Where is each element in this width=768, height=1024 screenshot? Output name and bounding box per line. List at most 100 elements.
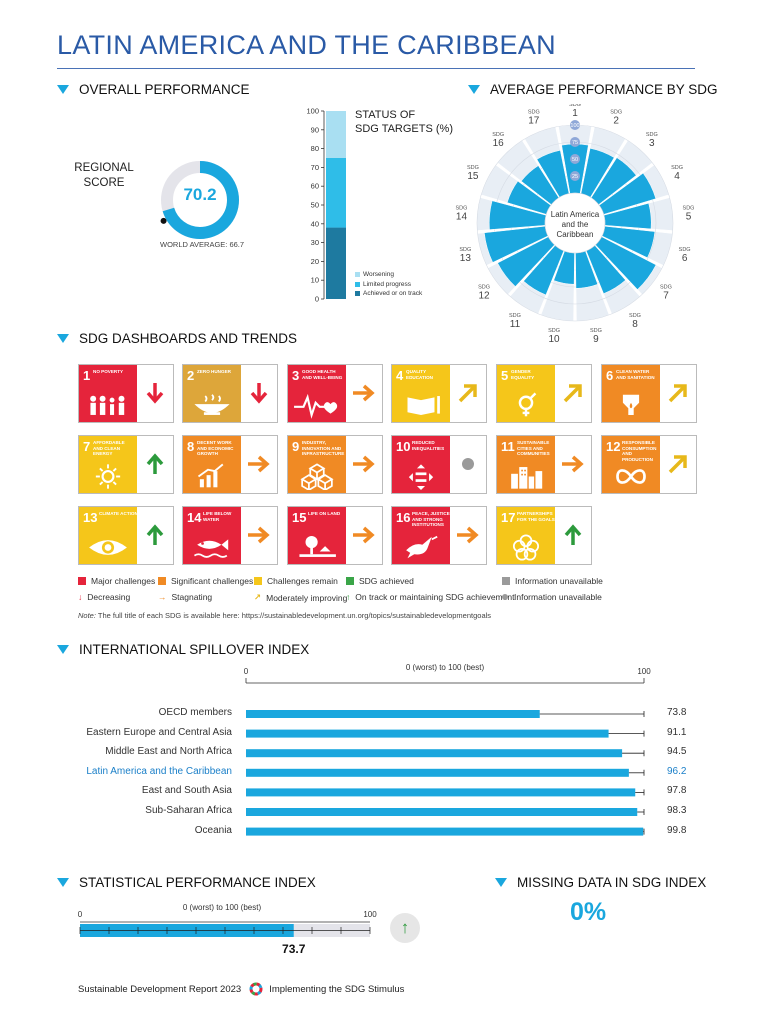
sdg-tile-square: 11 Sustainable cities and communities (497, 436, 555, 493)
sdg-tile-square: 3 Good health and well-being (288, 365, 346, 422)
sdg-tile-trend (454, 450, 482, 478)
gender-icon (518, 392, 537, 417)
spillover-chart: 0 100 0 (worst) to 100 (best) (244, 663, 651, 836)
radial-goal-sdg-word: SDG (478, 285, 490, 291)
radial-ring-label: 100 (570, 123, 579, 129)
spillover-row-value: 99.8 (667, 824, 687, 836)
status-tick-label: 10 (311, 276, 319, 285)
up-arrow-icon (564, 524, 582, 545)
sdg-tile-square: 16 Peace, justice and strong institutions (392, 507, 450, 564)
regional-score-donut (160, 161, 239, 239)
triangle-bullet-icon (57, 85, 69, 94)
sdg-tile-square: 15 Life on land (288, 507, 346, 564)
up-arrow-icon: ↑ (346, 592, 351, 602)
regional-score-value: 70.2 (183, 185, 217, 204)
people-icon (90, 395, 125, 415)
spi-trend-up-arrow-icon: ↑ (390, 913, 420, 943)
legend-on-track: ↑ On track or maintaining SDG achievement (346, 592, 515, 602)
sdg-tile-number: 13 (83, 510, 98, 525)
sdg-tile-number: 17 (501, 510, 516, 525)
right-arrow-icon (457, 526, 479, 544)
sdg-tile-label: Life below water (203, 511, 232, 522)
spillover-row-label: Middle East and North Africa (105, 746, 232, 758)
spillover-row-label: Oceania (194, 824, 232, 836)
up-right-arrow-icon (668, 455, 687, 474)
section-sdg-dashboards: SDG DASHBOARDS AND TRENDS (57, 331, 297, 346)
equality-icon (408, 464, 434, 490)
spillover-axis-min: 0 (244, 667, 249, 676)
sdg-tile-trend (350, 450, 378, 478)
radial-goal-sdg-word: SDG (671, 165, 683, 171)
spi-axis-caption: 0 (worst) to 100 (best) (183, 903, 262, 912)
right-arrow-icon (353, 384, 375, 402)
up-right-arrow-icon: ↗ (254, 592, 262, 602)
status-tick-label: 90 (311, 125, 319, 134)
down-arrow-icon: ↓ (78, 592, 83, 602)
grey-dot-icon (502, 594, 508, 600)
sdg-tile-trend (141, 379, 169, 407)
radial-goal-number: 8 (632, 319, 638, 330)
sdg-tile-trend (559, 379, 587, 407)
sdg-tile-square: 14 Life below water (183, 507, 241, 564)
radial-goal-sdg-word: SDG (509, 313, 521, 319)
status-tick-label: 80 (311, 144, 319, 153)
flower-icon (512, 534, 540, 561)
sdg-wheel-icon (249, 982, 263, 996)
radial-goal-sdg-word: SDG (528, 110, 540, 116)
heartbeat-icon (294, 393, 338, 419)
spillover-row-value: 98.3 (667, 805, 687, 816)
sdg-tile-label: Responsible consumption and production (622, 440, 657, 462)
radial-goal-number: 4 (674, 171, 680, 182)
section-statistical-performance: STATISTICAL PERFORMANCE INDEX (57, 875, 316, 890)
radial-center (544, 192, 606, 254)
status-legend: Worsening Limited progress Achieved or o… (355, 270, 422, 299)
sdg-tile-14: 14 Life below water (182, 506, 278, 565)
sdg-tile-trend (245, 379, 273, 407)
spillover-bar (246, 788, 636, 797)
radial-goal-sdg-word: SDG (492, 132, 504, 138)
sdg-tile-square: 4 Quality education (392, 365, 450, 422)
spillover-bar (246, 729, 609, 738)
radial-goal-sdg-word: SDG (467, 165, 479, 171)
spillover-row-label: Sub-Saharan Africa (145, 805, 232, 816)
sdg-tile-number: 7 (83, 439, 91, 454)
radial-goal-number: 9 (593, 334, 599, 344)
spillover-row-label: OECD members (158, 707, 232, 718)
up-right-arrow-icon (668, 384, 687, 403)
status-tick-label: 50 (311, 201, 319, 210)
sdg-tile-square: 6 Clean water and sanitation (602, 365, 660, 422)
world-average-marker (160, 217, 167, 224)
sdg-tile-number: 9 (292, 439, 300, 454)
sdg-note: Note: The full title of each SDG is avai… (78, 611, 492, 620)
bowl-icon (194, 394, 230, 415)
title-divider (57, 68, 695, 69)
spillover-row-value: 73.8 (667, 707, 687, 718)
spillover-bar (246, 710, 540, 718)
sdg-tile-5: 5 Gender equality (496, 364, 592, 423)
legend-information-unavailable-dot: Information unavailable (502, 592, 602, 602)
sdg-tile-1: 1 No poverty (78, 364, 174, 423)
radial-goal-number: 10 (548, 334, 560, 344)
legend-challenges-remain: Challenges remain (254, 576, 338, 586)
sdg-tile-label: Gender equality (511, 369, 535, 380)
radial-goal-sdg-word: SDG (646, 132, 658, 138)
regional-score-label: REGIONAL SCORE (74, 162, 134, 189)
triangle-bullet-icon (495, 878, 507, 887)
legend-information-unavailable: Information unavailable (502, 576, 603, 586)
radial-ring-label: 75 (572, 140, 578, 146)
eye-globe-icon (89, 540, 127, 555)
sdg-tile-7: 7 Affordable and clean energy (78, 435, 174, 494)
sdg-tile-number: 3 (292, 368, 300, 383)
spillover-row-label: East and South Asia (141, 785, 232, 797)
tree-icon (299, 536, 336, 557)
radial-goal-sdg-word: SDG (660, 285, 672, 291)
spillover-row-value: 96.2 (667, 765, 687, 777)
sdg-tile-16: 16 Peace, justice and strong institutions (391, 506, 487, 565)
sdg-tile-9: 9 Industry, innovation and infrastructure (287, 435, 383, 494)
sdg-tile-number: 2 (187, 368, 195, 383)
sdg-tile-11: 11 Sustainable cities and communities (496, 435, 592, 494)
sdg-tile-12: 12 Responsible consumption and production (601, 435, 697, 494)
triangle-bullet-icon (57, 878, 69, 887)
section-overall-performance: OVERALL PERFORMANCE (57, 82, 250, 97)
radial-center-label: and the (562, 220, 589, 229)
